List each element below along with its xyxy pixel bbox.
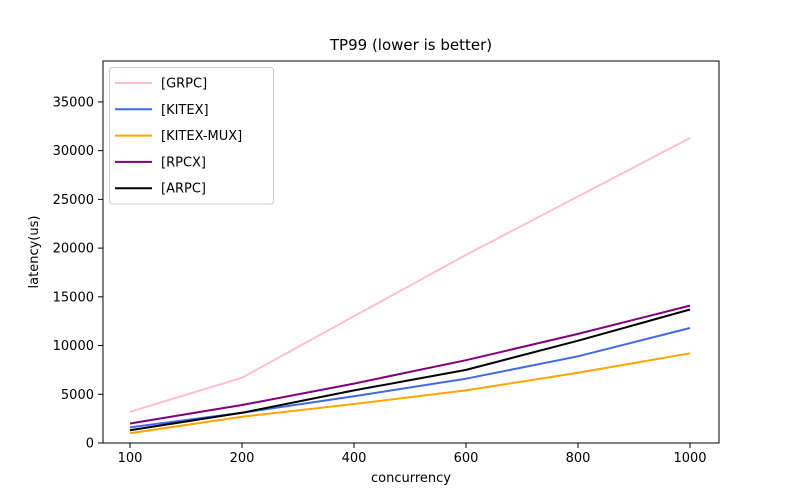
legend-label-arpc: [ARPC]: [161, 182, 206, 197]
y-tick-label: 30000: [53, 144, 94, 159]
legend: [GRPC] [KITEX] [KITEX-MUX] [RPCX] [ARPC]: [109, 67, 274, 205]
legend-label-kitex: [KITEX]: [161, 103, 209, 118]
y-tick-label: 5000: [61, 388, 94, 403]
y-tick-label: 35000: [53, 95, 94, 110]
x-tick-label: 800: [566, 451, 591, 466]
y-tick-label: 15000: [53, 290, 94, 305]
y-tick-label: 0: [86, 437, 94, 452]
chart-title: TP99 (lower is better): [329, 36, 492, 54]
y-tick-label: 25000: [53, 193, 94, 208]
legend-label-kitex-mux: [KITEX-MUX]: [161, 129, 242, 144]
y-tick-label: 10000: [53, 339, 94, 354]
x-tick-label: 200: [230, 451, 255, 466]
x-tick-label: 600: [454, 451, 479, 466]
series-line-arpc: [129, 308, 691, 432]
series-line-kitex-mux: [129, 352, 691, 435]
y-axis-label: latency(us): [27, 216, 42, 289]
x-tick-label: 1000: [673, 451, 706, 466]
series-line-rpcx: [129, 304, 691, 425]
axes: 0 5000 10000 15000 20000 25000 30000 35000 100 20…: [53, 60, 720, 466]
y-tick-label: 20000: [53, 242, 94, 257]
legend-box: [109, 67, 274, 205]
x-tick-label: 100: [118, 451, 143, 466]
legend-label-rpcx: [RPCX]: [161, 155, 206, 170]
legend-label-grpc: [GRPC]: [161, 77, 207, 92]
series-line-grpc: [129, 137, 691, 413]
plot-frame: [102, 60, 720, 444]
x-tick-label: 400: [342, 451, 367, 466]
series-line-kitex: [129, 327, 691, 429]
data-series: [129, 137, 691, 435]
x-axis-label: concurrency: [371, 471, 451, 486]
